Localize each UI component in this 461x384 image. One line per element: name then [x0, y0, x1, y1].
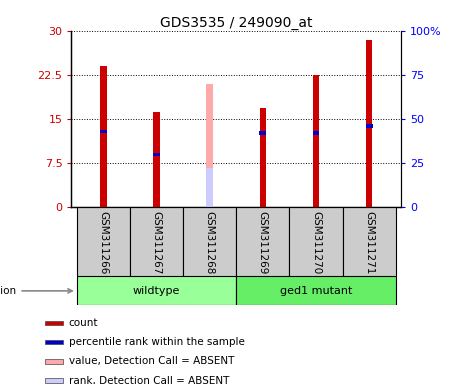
Bar	[236, 207, 290, 276]
Bar	[45, 340, 63, 344]
Bar	[366, 40, 372, 207]
Bar	[77, 276, 236, 305]
Bar	[45, 321, 63, 325]
Bar	[236, 276, 396, 305]
Bar	[45, 378, 63, 383]
Bar	[260, 131, 266, 135]
Text: rank, Detection Call = ABSENT: rank, Detection Call = ABSENT	[69, 376, 229, 384]
Bar	[183, 207, 236, 276]
Text: ged1 mutant: ged1 mutant	[280, 286, 352, 296]
Text: GSM311269: GSM311269	[258, 211, 268, 274]
Bar	[290, 207, 343, 276]
Text: GSM311268: GSM311268	[205, 211, 215, 274]
Text: GSM311267: GSM311267	[152, 211, 161, 274]
Bar	[100, 130, 106, 133]
Text: value, Detection Call = ABSENT: value, Detection Call = ABSENT	[69, 356, 234, 366]
Text: GSM311271: GSM311271	[364, 211, 374, 274]
Bar	[45, 359, 63, 364]
Bar	[207, 84, 213, 207]
Text: percentile rank within the sample: percentile rank within the sample	[69, 337, 244, 347]
Bar	[207, 169, 213, 207]
Bar	[343, 207, 396, 276]
Text: wildtype: wildtype	[133, 286, 180, 296]
Bar	[154, 112, 160, 207]
Text: GSM311266: GSM311266	[98, 211, 108, 274]
Bar	[313, 75, 319, 207]
Bar	[153, 152, 160, 156]
Bar	[100, 66, 106, 207]
Bar	[260, 108, 266, 207]
Bar	[77, 207, 130, 276]
Text: count: count	[69, 318, 98, 328]
Text: GSM311270: GSM311270	[311, 211, 321, 274]
Bar	[366, 124, 372, 128]
Bar	[130, 207, 183, 276]
Bar	[313, 131, 319, 135]
Title: GDS3535 / 249090_at: GDS3535 / 249090_at	[160, 16, 313, 30]
Text: genotype/variation: genotype/variation	[0, 286, 72, 296]
